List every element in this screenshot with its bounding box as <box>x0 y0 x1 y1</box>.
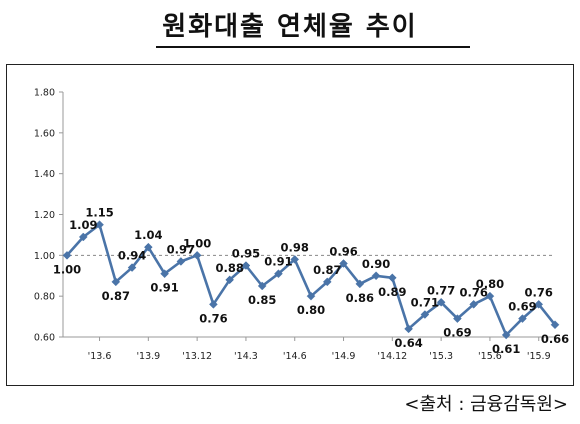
axes: 0.60 0.80 1.00 1.20 1.40 1.60 1.80 '13.6 '13.9 '1… <box>34 88 555 362</box>
x-tick-label: '13.12 <box>182 351 212 362</box>
chart-title: 원화대출 연체율 추이 <box>162 12 418 42</box>
y-tick-label: 0.60 <box>34 333 55 344</box>
data-point <box>209 299 218 309</box>
y-tick-label: 1.80 <box>34 88 55 99</box>
data-point <box>371 271 381 281</box>
data-label: 0.80 <box>476 277 504 291</box>
data-label: 0.87 <box>313 263 341 277</box>
data-point <box>453 314 462 323</box>
data-label: 0.61 <box>492 342 520 356</box>
line-chart: 0.60 0.80 1.00 1.20 1.40 1.60 1.80 '13.6 '13.9 '1… <box>34 88 569 363</box>
data-point <box>322 277 332 287</box>
data-point <box>355 279 365 289</box>
data-label: 0.97 <box>167 242 195 256</box>
y-tick-label: 1.40 <box>34 169 55 180</box>
data-label: 0.76 <box>459 285 487 299</box>
x-tick-label: '15.6 <box>478 351 502 362</box>
x-tick-label: '14.6 <box>283 351 307 362</box>
y-tick-label: 1.60 <box>34 128 55 139</box>
data-point <box>404 324 413 334</box>
data-point <box>469 299 479 309</box>
data-label: 0.69 <box>508 300 536 314</box>
data-label: 0.94 <box>118 249 146 263</box>
data-point <box>534 299 544 309</box>
title-underline <box>156 46 470 48</box>
data-label: 0.95 <box>232 247 260 261</box>
data-point <box>143 242 153 252</box>
data-point <box>225 275 235 285</box>
data-label: 0.96 <box>329 245 357 259</box>
data-label: 0.66 <box>541 332 569 346</box>
x-tick-label: '13.6 <box>88 351 112 362</box>
data-label: 0.87 <box>102 289 130 303</box>
data-point <box>160 269 169 279</box>
data-point <box>387 273 397 283</box>
data-label: 0.69 <box>443 326 471 340</box>
data-point <box>176 257 186 266</box>
data-point <box>241 261 251 270</box>
data-label: 0.85 <box>248 293 276 307</box>
data-label: 0.91 <box>150 281 178 295</box>
x-tick-label: '14.12 <box>377 351 407 362</box>
data-point <box>78 232 88 242</box>
chart-frame: 0.60 0.80 1.00 1.20 1.40 1.60 1.80 '13.6 '13.9 '1… <box>6 64 574 386</box>
data-label: 0.76 <box>525 285 553 299</box>
y-tick-label: 1.20 <box>34 210 55 221</box>
y-tick-label: 1.00 <box>34 251 55 262</box>
x-tick-label: '14.9 <box>332 351 356 362</box>
y-tick-label: 0.80 <box>34 292 55 303</box>
data-label: 0.80 <box>297 303 325 317</box>
data-point <box>550 320 560 330</box>
x-tick-label: '15.3 <box>429 351 453 362</box>
data-point <box>62 250 72 260</box>
x-tick-label: '14.3 <box>234 351 258 362</box>
data-point <box>274 269 283 279</box>
data-label: 0.86 <box>346 291 374 305</box>
data-label: 0.89 <box>378 285 406 299</box>
data-point <box>306 291 316 301</box>
data-point <box>518 314 527 323</box>
data-point <box>127 263 137 272</box>
data-label: 1.00 <box>183 236 211 250</box>
data-label: 0.88 <box>215 261 243 275</box>
data-label: 0.76 <box>199 311 227 325</box>
data-point <box>420 310 430 319</box>
source-note: <출처 : 금융감독원> <box>404 394 568 415</box>
data-label: 1.15 <box>85 206 113 220</box>
data-label: 1.00 <box>53 262 81 276</box>
data-point <box>436 297 446 307</box>
data-label: 1.09 <box>69 218 97 232</box>
x-tick-label: '13.9 <box>136 351 160 362</box>
data-point <box>257 281 267 291</box>
data-point <box>290 255 300 264</box>
data-point <box>501 330 511 340</box>
data-label: 0.91 <box>264 255 292 269</box>
data-point <box>95 220 104 230</box>
x-tick-label: '15.9 <box>527 351 551 362</box>
data-label: 0.71 <box>411 296 439 310</box>
data-label: 0.90 <box>362 257 390 271</box>
data-label: 0.77 <box>427 283 455 297</box>
data-label: 0.64 <box>394 336 422 350</box>
data-labels-group: 1.001.091.150.870.941.040.910.971.000.76… <box>53 206 569 356</box>
series-group <box>62 220 560 340</box>
data-point <box>485 291 495 301</box>
data-label: 0.98 <box>281 240 309 254</box>
data-label: 1.04 <box>134 228 162 242</box>
data-point <box>111 277 121 287</box>
data-point <box>339 259 348 268</box>
data-point <box>192 250 202 260</box>
